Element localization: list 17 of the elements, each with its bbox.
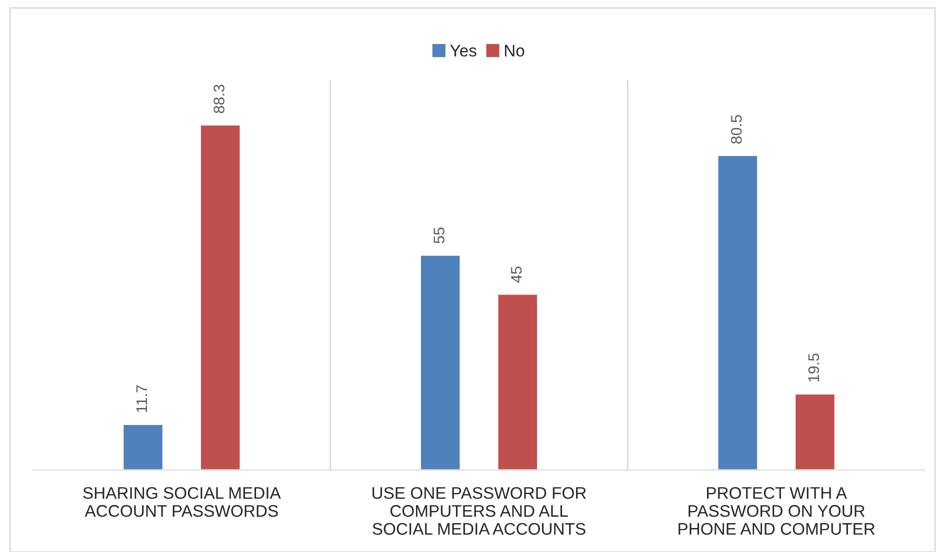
bar [122, 424, 164, 470]
bar [200, 124, 242, 470]
bar [794, 393, 836, 470]
bar [716, 154, 758, 470]
bar [420, 254, 462, 470]
data-label: 45 [511, 266, 522, 283]
data-label: 19.5 [808, 354, 820, 382]
x-tick-label: PROTECT WITH A PASSWORD ON YOUR PHONE AND COMPUTER [678, 487, 875, 535]
x-tick-label: USE ONE PASSWORD FOR COMPUTERS AND ALL SOCIAL MEDIA ACCOUNTS [372, 487, 586, 535]
legend-label: No [504, 44, 524, 57]
x-tick-label: SHARING SOCIAL MEDIA ACCOUNT PASSWORDS [83, 487, 281, 517]
data-label: 80.5 [730, 115, 742, 144]
legend-label: Yes [450, 44, 476, 57]
data-label: 11.7 [136, 385, 147, 412]
data-label: 55 [434, 228, 444, 244]
bar [496, 293, 538, 470]
data-label: 88.3 [214, 84, 224, 114]
